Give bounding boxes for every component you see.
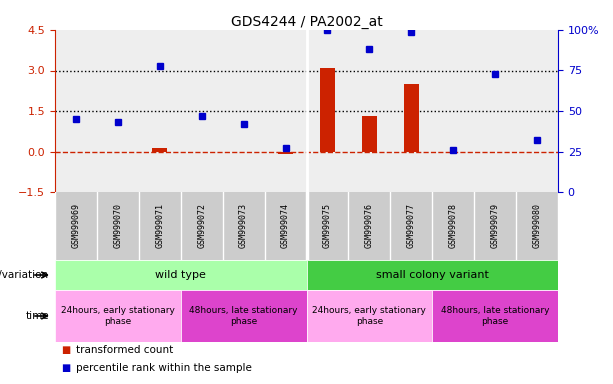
Text: 24hours, early stationary
phase: 24hours, early stationary phase: [61, 306, 175, 326]
Bar: [306, 290, 432, 342]
Bar: [55, 260, 306, 290]
Text: GSM999072: GSM999072: [197, 204, 206, 248]
Bar: [306, 260, 558, 290]
Text: percentile rank within the sample: percentile rank within the sample: [77, 363, 253, 373]
Text: GSM999071: GSM999071: [155, 204, 164, 248]
Bar: [432, 290, 558, 342]
Text: GSM999079: GSM999079: [490, 204, 500, 248]
Text: GSM999076: GSM999076: [365, 204, 374, 248]
Bar: [278, 152, 293, 154]
Bar: [320, 68, 335, 152]
Text: genotype/variation: genotype/variation: [0, 270, 49, 280]
Title: GDS4244 / PA2002_at: GDS4244 / PA2002_at: [230, 15, 383, 29]
Text: ■: ■: [61, 363, 70, 373]
Text: 48hours, late stationary
phase: 48hours, late stationary phase: [441, 306, 549, 326]
Text: GSM999078: GSM999078: [449, 204, 458, 248]
Bar: [404, 84, 419, 152]
Text: GSM999074: GSM999074: [281, 204, 290, 248]
Text: GSM999069: GSM999069: [72, 204, 80, 248]
Text: 48hours, late stationary
phase: 48hours, late stationary phase: [189, 306, 298, 326]
Text: 24hours, early stationary
phase: 24hours, early stationary phase: [313, 306, 426, 326]
Bar: [362, 116, 377, 152]
Bar: [55, 290, 181, 342]
Text: GSM999073: GSM999073: [239, 204, 248, 248]
Text: wild type: wild type: [155, 270, 206, 280]
Bar: [181, 290, 306, 342]
Text: GSM999080: GSM999080: [533, 204, 541, 248]
Text: GSM999077: GSM999077: [407, 204, 416, 248]
Text: GSM999070: GSM999070: [113, 204, 123, 248]
Text: time: time: [25, 311, 49, 321]
Text: small colony variant: small colony variant: [376, 270, 489, 280]
Text: GSM999075: GSM999075: [323, 204, 332, 248]
Bar: [153, 148, 167, 152]
Text: ■: ■: [61, 345, 70, 356]
Text: transformed count: transformed count: [77, 345, 173, 356]
